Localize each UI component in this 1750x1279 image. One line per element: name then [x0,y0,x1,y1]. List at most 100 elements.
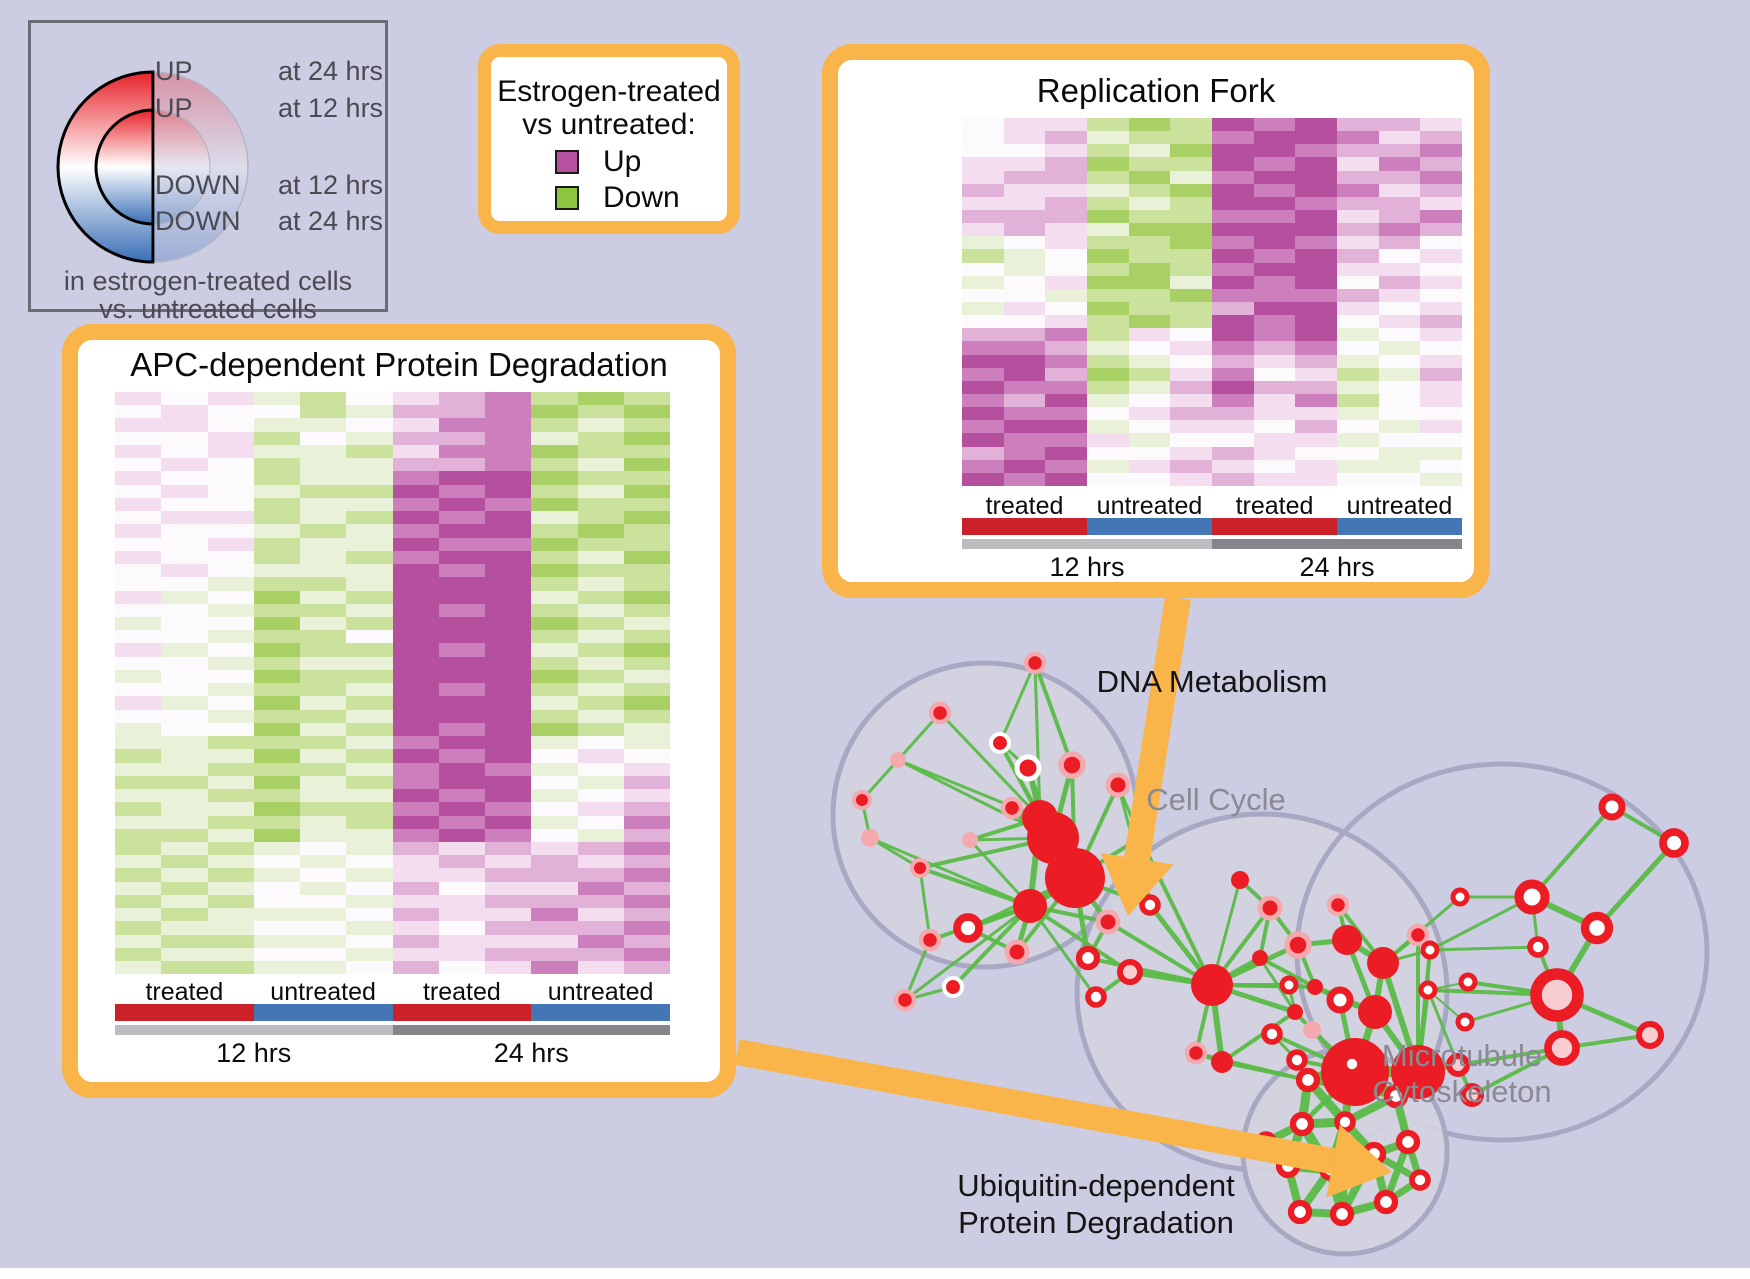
heatmap-row [962,433,1463,447]
heatmap-cell [1087,157,1129,171]
heatmap-cell [1212,380,1254,394]
heatmap-cell [1170,183,1213,197]
heatmap-cell [623,762,670,776]
heatmap-cell [1420,301,1463,316]
heatmap-cell [438,616,485,631]
heatmap-cell [531,669,578,684]
network-node [1326,893,1350,917]
heatmap-cell [531,828,578,842]
heatmap-cell [1295,446,1338,460]
heatmap-cell [300,458,347,472]
heatmap-cell [392,881,439,895]
heatmap-cell [1045,367,1088,381]
heatmap-cell [346,458,393,472]
heatmap-cell [1420,236,1463,250]
heatmap-cell [623,669,670,684]
heatmap-cell [161,444,208,459]
heatmap-row [962,446,1463,460]
heatmap-cell [485,656,532,670]
heatmap-cell [623,736,670,750]
heatmap-cell [1378,118,1421,132]
heatmap-cell [392,683,439,697]
network-node [1045,848,1105,908]
heatmap-cell [115,444,162,459]
heatmap-cell [962,341,1004,355]
heatmap-row [115,590,670,604]
network-node [1659,828,1689,858]
heatmap-cell [1170,223,1213,237]
heatmap-cell [161,947,208,962]
heatmap-cell [207,630,254,644]
heatmap-cell [623,630,670,644]
heatmap-cell [115,841,162,856]
heatmap-cell [485,497,532,512]
network-node [1284,931,1312,959]
updown-time-label: at 12 hrs [278,93,384,123]
heatmap-cell [1045,328,1088,342]
time-labels-row: 12 hrs 24 hrs [115,1038,670,1069]
heatmap-cell [1295,301,1338,316]
heatmap-cell [438,630,485,644]
heatmap-cell [577,444,624,459]
heatmap-cell [962,380,1004,394]
heatmap-cell [1253,209,1296,224]
heatmap-cell [1420,433,1463,447]
heatmap-cell [577,828,624,842]
heatmap-cell [300,722,347,737]
heatmap-cell [300,524,347,538]
heatmap-cell [300,696,347,710]
heatmap-cell [577,392,624,406]
heatmap-cell [115,802,162,816]
heatmap-cell [1253,472,1296,486]
heatmap-cell [161,934,208,948]
heatmap-cell [161,656,208,670]
network-node [1391,1045,1445,1099]
heatmap-cell [346,881,393,895]
heatmap-cell [115,947,162,962]
heatmap-cell [1003,380,1046,394]
heatmap-cell [1128,170,1171,184]
heatmap-row [962,157,1463,171]
heatmap-cell [1337,472,1379,486]
heatmap-cell [485,431,532,445]
heatmap-cell [962,367,1004,381]
heatmap-cell [623,828,670,842]
heatmap-cell [1128,393,1171,408]
heatmap-cell [485,736,532,750]
heatmap-cell [1045,131,1088,145]
heatmap-cell [531,643,578,657]
heatmap-cell [346,603,393,617]
heatmap-cell [392,802,439,816]
heatmap-cell [623,444,670,459]
heatmap-cell [392,497,439,512]
heatmap-cell [531,696,578,710]
heatmap-cell [1170,328,1213,342]
time-label: 24 hrs [493,1038,569,1068]
heatmap-cell [161,616,208,631]
heatmap-cell [1378,420,1421,434]
heatmap-cell [346,921,393,935]
heatmap-row [962,472,1463,486]
heatmap-cell [346,550,393,565]
heatmap-cell [115,458,162,472]
heatmap-cell [1212,459,1254,473]
heatmap-cell [1212,262,1254,276]
heatmap-cell [115,921,162,935]
heatmap-cell [1170,157,1213,171]
heatmap-cell [1378,262,1421,276]
heatmap-cell [1045,393,1088,408]
heatmap-cell [300,484,347,498]
heatmap-cell [346,418,393,432]
heatmap-cell [300,444,347,459]
heatmap-cell [962,223,1004,237]
heatmap-cell [1170,275,1213,289]
heatmap-cell [1087,170,1129,184]
heatmap-cell [577,497,624,512]
heatmap-cell [438,497,485,512]
heatmap-cell [115,696,162,710]
heatmap-cell [1128,367,1171,381]
heatmap-row [115,669,670,684]
network-node [1329,1201,1355,1227]
heatmap-cell [1045,209,1088,224]
heatmap-cell [1295,236,1338,250]
